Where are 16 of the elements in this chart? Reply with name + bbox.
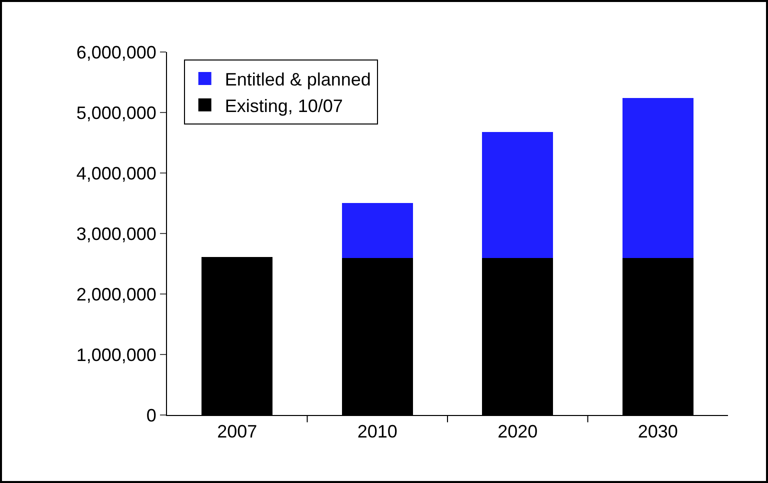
x-tick-label: 2020 — [498, 422, 538, 442]
legend-label: Existing, 10/07 — [224, 96, 343, 116]
y-tick-label: 2,000,000 — [76, 284, 156, 304]
x-tick-label: 2007 — [217, 422, 258, 442]
y-tick-label: 1,000,000 — [76, 344, 156, 365]
bar — [342, 202, 413, 258]
y-tick-label: 6,000,000 — [76, 42, 156, 62]
x-tick-label: 2010 — [357, 422, 398, 442]
bar — [622, 98, 694, 258]
legend-label: Entitled & planned — [224, 69, 371, 90]
y-tick-label: 4,000,000 — [76, 163, 156, 184]
x-tick-label: 2030 — [638, 422, 678, 442]
bar — [482, 132, 554, 258]
y-tick-label: 0 — [146, 405, 156, 426]
y-tick-label: 3,000,000 — [76, 224, 156, 244]
y-tick-label: 5,000,000 — [76, 102, 156, 123]
